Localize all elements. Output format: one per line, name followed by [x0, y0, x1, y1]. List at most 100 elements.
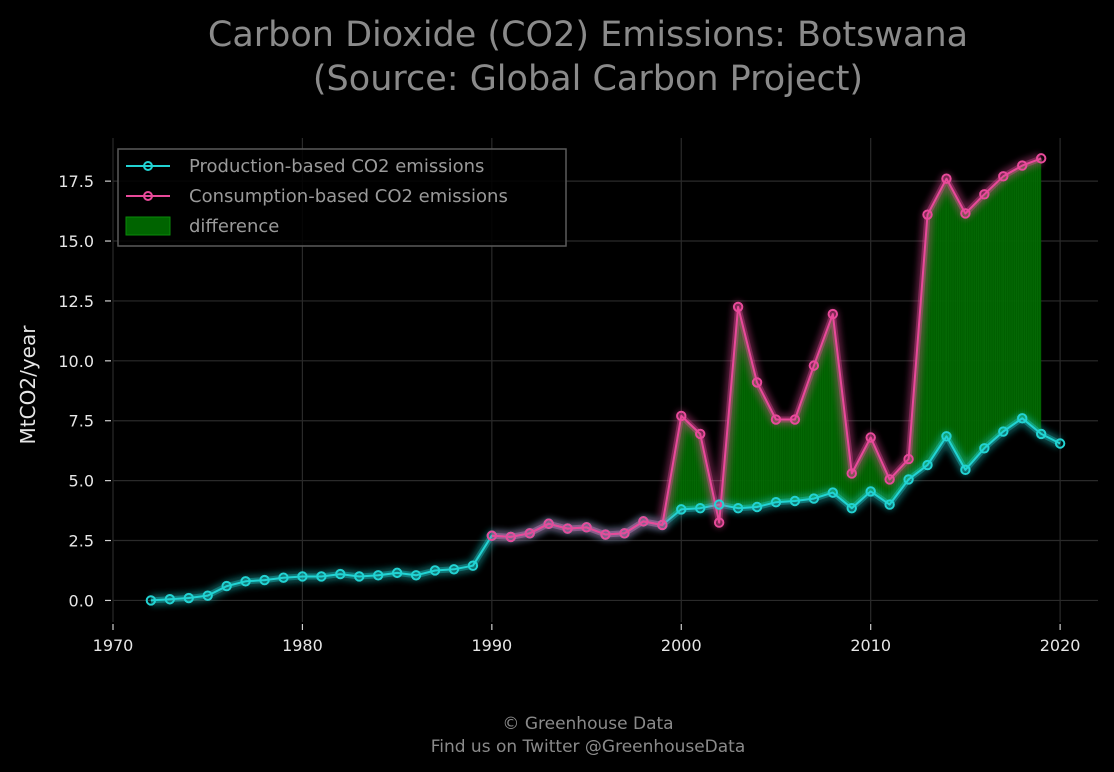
consumption-point	[865, 432, 876, 443]
legend-consumption-label: Consumption-based CO2 emissions	[189, 186, 508, 207]
consumption-point	[827, 308, 839, 320]
production-point	[467, 560, 479, 571]
production-point	[372, 570, 384, 581]
production-point	[922, 459, 933, 471]
production-point	[998, 426, 1009, 437]
legend-box	[117, 148, 567, 247]
production-point	[297, 571, 308, 582]
legend-difference-label: difference	[189, 216, 279, 237]
consumption-point	[638, 516, 649, 527]
production-point	[846, 502, 857, 514]
production-point	[960, 464, 971, 476]
production-point	[1035, 428, 1047, 440]
consumption-point	[695, 428, 706, 440]
production-point	[391, 567, 403, 579]
footer-twitter: Find us on Twitter @GreenhouseData	[431, 737, 746, 757]
y-tick-label: 7.5	[69, 412, 94, 431]
y-tick-label: 10.0	[58, 352, 94, 371]
production-point	[316, 571, 327, 582]
y-axis-label: MtCO2/year	[16, 325, 40, 445]
production-point	[903, 474, 914, 485]
production-point	[183, 592, 194, 604]
production-point	[278, 572, 289, 583]
production-point	[429, 565, 441, 576]
production-point	[713, 499, 725, 510]
legend-consumption-marker	[143, 191, 153, 201]
consumption-line	[491, 157, 1042, 538]
y-tick-label: 5.0	[69, 472, 94, 491]
production-point	[1017, 413, 1028, 424]
consumption-point	[922, 209, 933, 220]
legend-production-marker	[143, 161, 153, 171]
x-axis: 1970 1980 1990 2000 2010 2020	[93, 624, 1081, 655]
y-tick-label: 15.0	[58, 232, 94, 251]
consumption-point	[732, 301, 744, 313]
production-point	[770, 496, 782, 508]
consumption-point	[751, 377, 763, 388]
production-point	[808, 493, 820, 504]
series-lines	[150, 152, 1063, 607]
production-point	[789, 495, 801, 507]
production-point	[448, 564, 460, 575]
consumption-point	[562, 523, 573, 534]
production-point	[884, 499, 895, 510]
production-point	[1054, 438, 1066, 449]
series-points	[145, 153, 1066, 606]
consumption-point	[619, 528, 630, 539]
consumption-point	[884, 474, 895, 485]
consumption-point	[524, 528, 535, 539]
consumption-point	[846, 468, 857, 479]
consumption-point	[676, 410, 687, 422]
consumption-point	[600, 529, 611, 540]
production-point	[335, 568, 346, 580]
consumption-point	[998, 171, 1009, 182]
production-point	[164, 594, 176, 605]
production-point	[240, 576, 251, 587]
consumption-point	[808, 360, 820, 371]
production-point	[865, 486, 876, 497]
consumption-point	[657, 519, 668, 531]
production-point	[732, 502, 744, 514]
production-point	[751, 501, 763, 513]
chart-title-line1: Carbon Dioxide (CO2) Emissions: Botswana	[208, 15, 968, 55]
y-tick-label: 0.0	[69, 591, 94, 610]
legend-production-label: Production-based CO2 emissions	[189, 156, 484, 177]
chart-title-line2: (Source: Global Carbon Project)	[313, 59, 863, 99]
y-tick-label: 2.5	[69, 532, 94, 551]
x-tick-label: 2000	[661, 636, 702, 655]
consumption-point	[941, 173, 952, 184]
production-point	[202, 590, 213, 601]
legend-difference-swatch	[125, 216, 171, 236]
production-point	[695, 502, 706, 514]
consumption-point	[903, 453, 914, 465]
x-tick-label: 1980	[282, 636, 323, 655]
consumption-point	[1017, 160, 1028, 171]
consumption-point	[770, 414, 782, 425]
production-point	[827, 487, 839, 498]
footer-copyright: © Greenhouse Data	[502, 714, 673, 734]
production-point	[145, 595, 157, 606]
consumption-point	[713, 517, 725, 528]
x-tick-label: 2020	[1040, 636, 1081, 655]
production-point	[410, 570, 422, 581]
consumption-point	[486, 530, 498, 541]
production-point	[979, 443, 990, 454]
consumption-point	[543, 518, 554, 529]
y-tick-label: 17.5	[58, 172, 94, 191]
x-tick-label: 1990	[471, 636, 512, 655]
consumption-point	[960, 208, 971, 219]
y-tick-label: 12.5	[58, 292, 94, 311]
consumption-point	[1035, 153, 1047, 164]
x-tick-label: 2010	[850, 636, 891, 655]
consumption-point	[979, 189, 990, 200]
x-tick-label: 1970	[93, 636, 134, 655]
consumption-point	[789, 414, 801, 425]
legend: Production-based CO2 emissions Consumpti…	[117, 148, 567, 247]
production-point	[354, 571, 365, 582]
production-point	[676, 504, 687, 515]
production-point	[259, 574, 270, 586]
consumption-point	[581, 522, 592, 533]
consumption-point	[505, 531, 516, 543]
production-point	[221, 580, 232, 592]
